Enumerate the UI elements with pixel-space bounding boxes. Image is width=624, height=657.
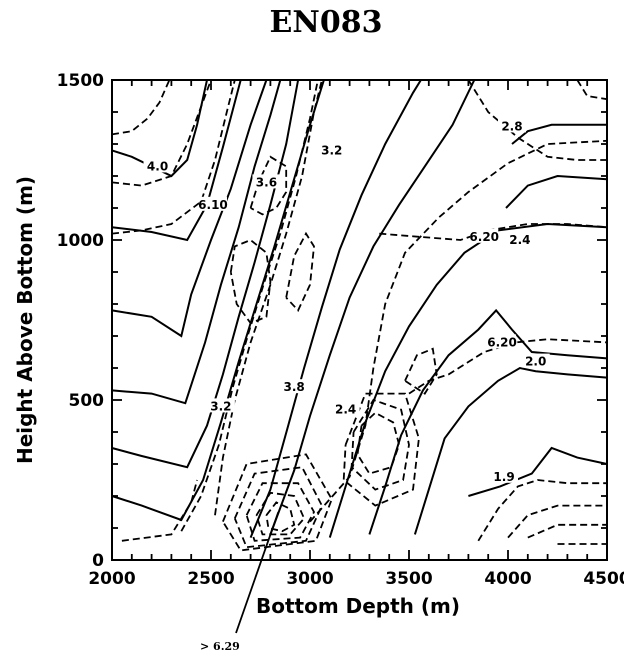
dashed-contour-label-2: 6.20 xyxy=(487,335,517,349)
solid-contour-label-bg-6 xyxy=(490,468,519,483)
dashed-contour-0 xyxy=(111,79,171,136)
solid-contour-group xyxy=(111,79,608,538)
dashed-contour-17 xyxy=(404,347,438,395)
dashed-contour-2 xyxy=(111,79,236,235)
dashed-contour-24 xyxy=(507,504,607,539)
y-axis-label: Height Above Bottom (m) xyxy=(13,176,37,464)
dashed-contour-label-bg-1 xyxy=(470,228,499,243)
solid-contour-label-bg-1 xyxy=(252,174,281,189)
x-axis-label: Bottom Depth (m) xyxy=(256,594,460,618)
dashed-contour-20 xyxy=(245,482,316,542)
x-tick-label-4: 4000 xyxy=(484,569,531,589)
dashed-contour-label-1: 6.20 xyxy=(469,230,499,244)
dashed-contour-label-bg-2 xyxy=(488,334,517,349)
dashed-contour-1 xyxy=(111,79,212,187)
solid-contour-7 xyxy=(269,79,476,535)
dashed-contour-8 xyxy=(121,479,198,542)
x-tick-label-1: 2500 xyxy=(187,569,234,589)
dashed-contour-13 xyxy=(408,338,608,395)
y-tick-label-0: 0 xyxy=(92,551,104,571)
dashed-contour-14 xyxy=(356,411,401,475)
solid-contour-label-1: 3.6 xyxy=(256,175,277,189)
dashed-contour-label-bg-0 xyxy=(198,196,227,211)
y-tick-label-2: 1000 xyxy=(57,231,104,251)
dashed-contour-23 xyxy=(477,479,607,542)
dashed-contour-4 xyxy=(229,238,272,325)
x-tick-label-0: 2000 xyxy=(88,569,135,589)
dashed-contour-label-0: 6.10 xyxy=(198,198,228,212)
solid-contour-1 xyxy=(111,79,242,242)
solid-contour-label-7: 3.2 xyxy=(210,399,231,413)
chart-title: EN083 xyxy=(270,5,383,40)
solid-contour-label-9: 2.4 xyxy=(335,403,356,417)
solid-contour-label-bg-7 xyxy=(206,398,235,413)
solid-contour-label-bg-9 xyxy=(331,401,360,416)
x-tick-label-2: 3000 xyxy=(286,569,333,589)
solid-contour-12 xyxy=(505,174,608,209)
solid-contour-label-bg-4 xyxy=(505,232,534,246)
dashed-contour-25 xyxy=(527,523,607,539)
solid-contour-label-4: 2.4 xyxy=(509,233,530,247)
dashed-contour-11 xyxy=(576,79,608,101)
solid-contour-label-bg-3 xyxy=(497,118,526,133)
solid-contour-0 xyxy=(111,79,208,178)
dashed-contour-9 xyxy=(309,139,608,523)
solid-contour-11 xyxy=(468,446,608,497)
solid-contour-13 xyxy=(511,123,607,145)
dashed-contour-16 xyxy=(342,392,420,507)
solid-contour-3 xyxy=(111,79,282,405)
solid-contour-8 xyxy=(328,222,608,538)
dashed-contour-10 xyxy=(467,79,607,161)
y-tick-label-1: 500 xyxy=(69,391,105,411)
tick-group xyxy=(111,79,608,561)
solid-contour-label-6: 1.9 xyxy=(493,470,514,484)
dashed-contour-6 xyxy=(214,79,323,516)
dashed-contour-5 xyxy=(285,231,315,312)
solid-contour-label-5: 2.0 xyxy=(525,355,546,369)
solid-contour-label-bg-5 xyxy=(521,353,550,368)
plot-area: 4.0 3.6 3.2 2.8 2.4 2.0 1.9 3.2 3.8 2.4 6.10 6.20 6.… xyxy=(57,71,624,589)
solid-contour-label-0: 4.0 xyxy=(147,159,168,173)
solid-contour-4 xyxy=(111,79,300,469)
solid-contour-6 xyxy=(249,79,422,538)
dashed-contour-18 xyxy=(265,501,296,533)
dashed-contour-19 xyxy=(255,491,306,536)
dashed-contour-21 xyxy=(233,466,323,549)
solid-contour-label-bg-8 xyxy=(280,379,309,394)
solid-contour-label-8: 3.8 xyxy=(284,380,305,394)
solid-contour-label-bg-2 xyxy=(317,142,346,157)
dashed-contour-group xyxy=(111,79,608,552)
solid-contour-label-bg-0 xyxy=(143,158,172,173)
annotation-label: > 6.29 xyxy=(200,640,240,653)
solid-contour-2 xyxy=(111,79,268,338)
solid-contour-label-2: 3.2 xyxy=(321,143,342,157)
annotation-arrow xyxy=(235,511,280,634)
contour-label-group: 4.0 3.6 3.2 2.8 2.4 2.0 1.9 3.2 3.8 2.4 6.10 6.20 6.… xyxy=(143,118,550,484)
plot-frame xyxy=(111,79,608,561)
y-tick-label-3: 1500 xyxy=(57,71,104,91)
solid-contour-10 xyxy=(413,366,608,535)
x-tick-label-3: 3500 xyxy=(385,569,432,589)
solid-contour-label-3: 2.8 xyxy=(501,119,522,133)
dashed-contour-7 xyxy=(180,79,319,532)
